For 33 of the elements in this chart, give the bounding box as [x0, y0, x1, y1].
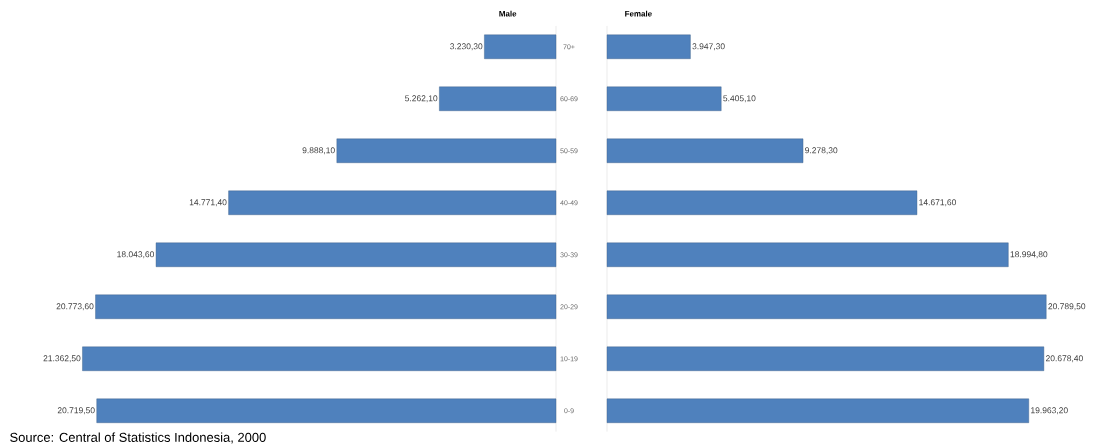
bar	[336, 138, 557, 163]
data-label: 3.947,30	[692, 43, 725, 51]
bar	[95, 294, 557, 319]
data-label: 20.678,40	[1045, 355, 1083, 363]
bar	[606, 190, 918, 215]
data-label: 20.789,50	[1048, 303, 1086, 311]
data-label: 14.771,40	[189, 199, 227, 207]
data-label: 20.719,50	[57, 407, 95, 415]
bar	[606, 138, 804, 163]
bar	[606, 398, 1029, 423]
data-label: 18.043,60	[117, 251, 155, 259]
data-label: 18.994,80	[1010, 251, 1048, 259]
data-label: 14.671,60	[919, 199, 956, 207]
bar	[155, 242, 557, 267]
data-label: 5.405,10	[723, 95, 756, 103]
source-note: Source: Central of Statistics Indonesia, 2000	[10, 432, 266, 444]
bar	[439, 86, 557, 111]
bar	[606, 34, 691, 59]
data-label: 9.888,10	[302, 147, 335, 155]
data-label: 5.262,10	[405, 95, 438, 103]
bar	[606, 294, 1047, 319]
bar	[606, 346, 1045, 371]
data-label: 3.230,30	[450, 43, 483, 51]
bar	[228, 190, 557, 215]
bar	[606, 86, 722, 111]
bar	[96, 398, 557, 423]
data-label: 21.362,50	[43, 355, 81, 363]
data-label: 19.963,20	[1031, 407, 1068, 415]
data-label: 20.773,60	[56, 303, 94, 311]
bar	[606, 242, 1009, 267]
bar	[484, 34, 557, 59]
data-label: 9.278,30	[805, 147, 838, 155]
bar	[82, 346, 557, 371]
